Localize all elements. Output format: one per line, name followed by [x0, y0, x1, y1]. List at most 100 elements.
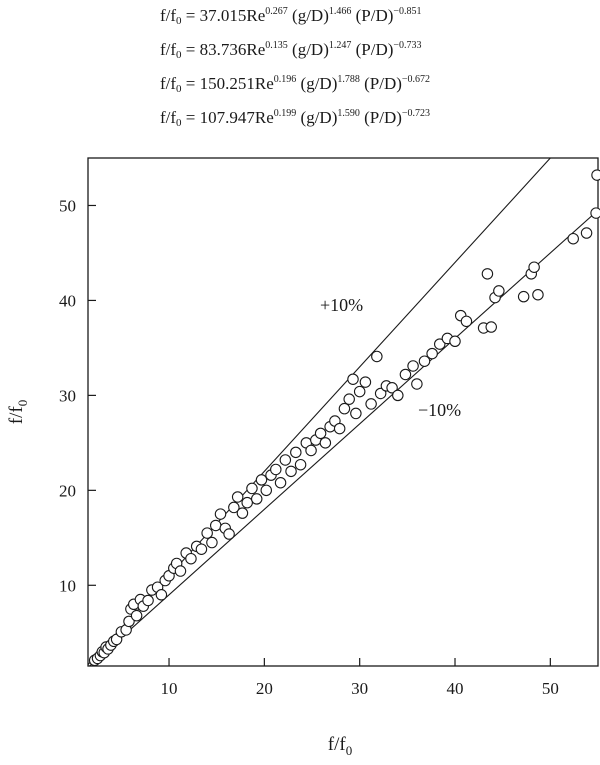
data-point-89: [528, 261, 540, 273]
equation-pd: (P/D): [351, 40, 394, 59]
x-tick-label-30: 30: [351, 679, 368, 698]
data-point-76: [426, 347, 438, 360]
equation-line-2: f/f0 = 83.736Re0.135 (g/D)1.247 (P/D)−0.…: [160, 40, 422, 61]
data-point-53: [305, 444, 317, 457]
data-point-92: [580, 227, 593, 239]
y-axis-title: f/f0: [6, 400, 30, 424]
data-point-75: [418, 355, 431, 367]
data-point-37: [228, 501, 240, 514]
data-point-61: [343, 393, 355, 405]
data-point-47: [274, 476, 287, 489]
x-tick-label-50: 50: [542, 679, 559, 698]
equation-gd: (g/D): [287, 6, 329, 25]
data-point-21: [155, 589, 168, 601]
equation-pd: (P/D): [359, 74, 402, 93]
equation-gd: (g/D): [296, 74, 338, 93]
equation-gd: (g/D): [287, 40, 329, 59]
data-point-62: [347, 373, 359, 385]
x-tick-label-20: 20: [256, 679, 273, 698]
equation-pd-exponent: −0.851: [393, 6, 422, 17]
data-point-55: [314, 427, 327, 440]
data-point-43: [255, 474, 268, 486]
equation-pd-exponent: −0.672: [401, 74, 431, 85]
data-point-70: [386, 382, 398, 394]
data-point-30: [195, 543, 208, 555]
data-point-32: [206, 536, 218, 549]
data-point-83: [481, 268, 494, 280]
equation-lhs-subscript: 0: [176, 49, 182, 61]
equation-gd-exponent: 1.466: [328, 6, 352, 17]
y-tick-label-30: 30: [59, 386, 76, 405]
equation-pd: (P/D): [359, 108, 402, 127]
data-point-74: [411, 378, 423, 390]
equation-pd: (P/D): [351, 6, 394, 25]
data-point-38: [231, 491, 244, 503]
equation-gd: (g/D): [296, 108, 338, 127]
equation-re-exponent: 0.267: [265, 6, 288, 17]
equation-lhs: f/f: [160, 6, 177, 25]
data-point-18: [142, 594, 154, 607]
equation-line-3: f/f0 = 150.251Re0.196 (g/D)1.788 (P/D)−0…: [160, 74, 430, 95]
x-axis-title-base: f/f: [328, 734, 347, 755]
equation-line-1: f/f0 = 37.015Re0.267 (g/D)1.466 (P/D)−0.…: [160, 6, 422, 27]
data-point-68: [374, 387, 387, 400]
data-point-65: [359, 376, 372, 388]
data-point-87: [517, 290, 530, 303]
y-tick-label-10: 10: [59, 576, 76, 595]
data-point-12: [123, 615, 135, 628]
equation-lhs: f/f: [160, 40, 177, 59]
data-point-34: [214, 508, 227, 520]
equation-pd-exponent: −0.723: [401, 108, 431, 119]
x-tick-label-10: 10: [161, 679, 178, 698]
equation-pd-exponent: −0.733: [393, 40, 422, 51]
x-axis-title-subscript: 0: [346, 743, 353, 758]
equation-re: Re: [246, 40, 266, 59]
data-point-31: [201, 527, 213, 539]
equation-lhs: f/f: [160, 74, 177, 93]
data-point-72: [399, 368, 412, 381]
y-tick-label-50: 50: [59, 196, 76, 215]
equation-coefficient: 150.251: [199, 74, 255, 93]
equation-gd-exponent: 1.247: [328, 40, 352, 51]
data-point-77: [434, 338, 446, 350]
x-axis-title: f/f0: [328, 734, 352, 758]
equation-equals: =: [181, 74, 200, 93]
data-point-33: [209, 519, 222, 532]
equation-coefficient: 37.015: [199, 6, 247, 25]
data-point-86: [493, 285, 505, 297]
y-axis-title-subscript: 0: [15, 400, 30, 407]
y-axis-title-base: f/f: [6, 406, 27, 425]
equation-re-exponent: 0.196: [273, 74, 297, 85]
equation-equals: =: [181, 40, 200, 59]
equation-lhs: f/f: [160, 108, 177, 127]
plot-frame: [87, 157, 599, 667]
data-point-41: [246, 482, 258, 495]
equation-coefficient: 107.947: [199, 108, 255, 127]
equation-equals: =: [181, 6, 200, 25]
equation-re-exponent: 0.135: [265, 40, 288, 51]
data-point-63: [350, 407, 362, 420]
data-point-51: [294, 458, 307, 471]
data-point-64: [353, 385, 366, 398]
equation-equals: =: [181, 108, 200, 127]
data-point-91: [567, 232, 579, 245]
x-tick-label-40: 40: [447, 679, 464, 698]
data-point-28: [185, 552, 197, 565]
data-point-94: [591, 169, 600, 181]
data-point-84: [485, 321, 497, 333]
data-point-15: [130, 609, 143, 622]
data-point-48: [279, 454, 292, 466]
data-point-60: [338, 402, 351, 415]
data-point-44: [260, 484, 273, 497]
equation-lhs-subscript: 0: [176, 117, 182, 129]
equation-lhs-subscript: 0: [176, 15, 182, 27]
data-point-56: [319, 437, 332, 449]
equation-lhs-subscript: 0: [176, 83, 182, 95]
data-point-42: [250, 493, 263, 505]
data-point-46: [270, 463, 282, 476]
data-point-39: [236, 507, 249, 519]
minus-10-percent-line: [89, 209, 598, 666]
data-point-67: [371, 350, 383, 363]
data-point-26: [174, 565, 187, 577]
